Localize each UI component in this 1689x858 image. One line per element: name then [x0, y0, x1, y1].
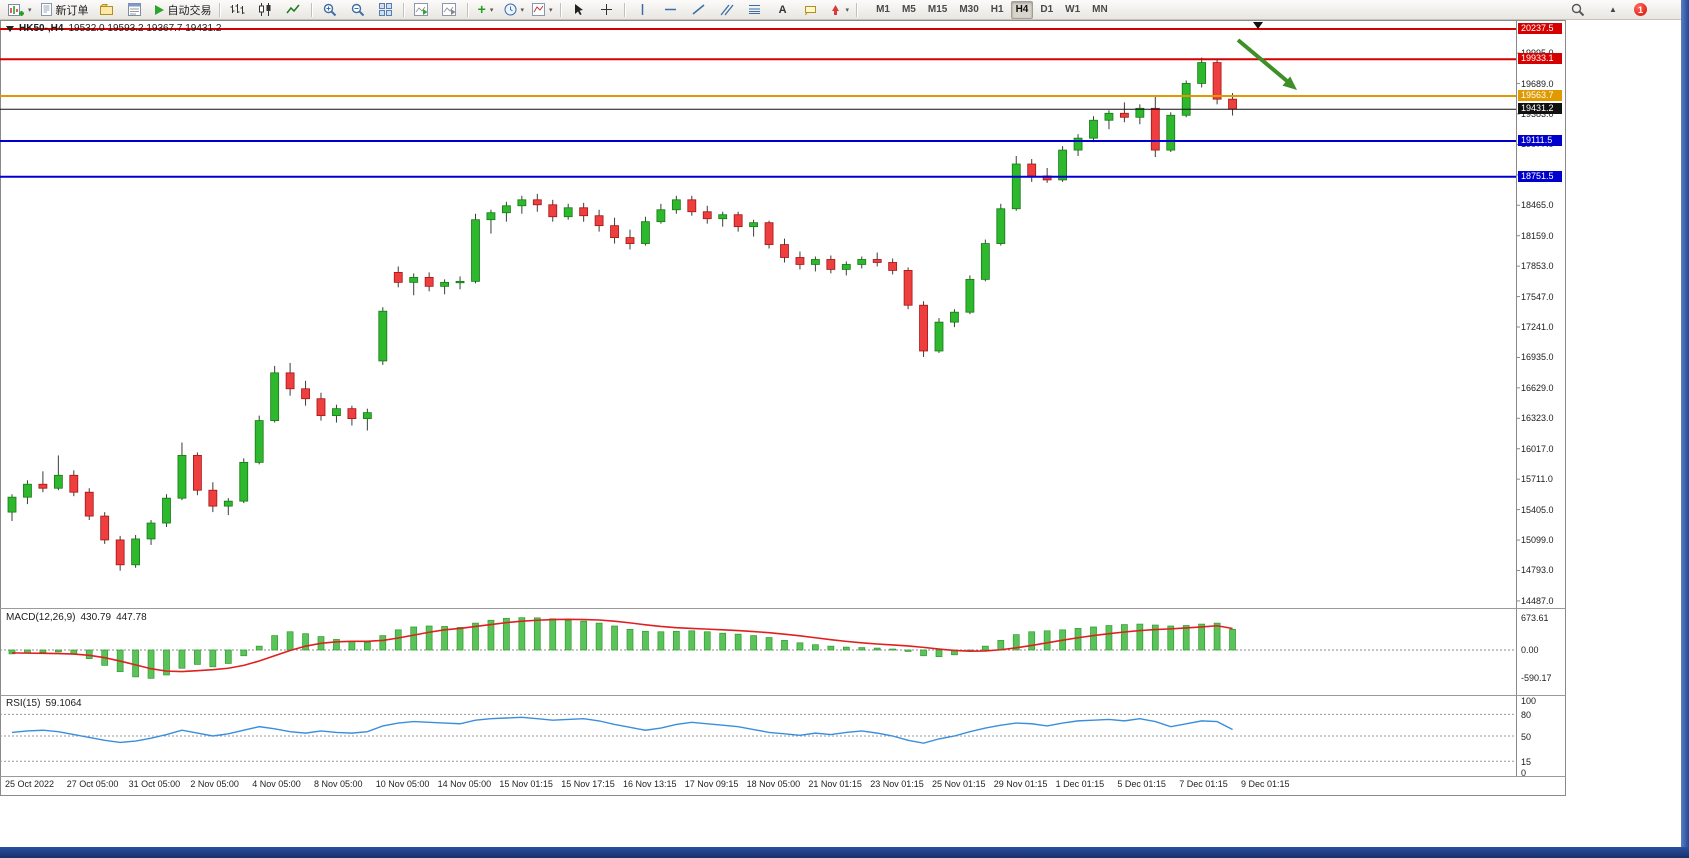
chart-symbol-period: HK50-,H4 [19, 23, 64, 34]
toolbar-left-group: ▾ 新订单 自动交易 + ▾ ▾ ▾ A ▾ [4, 0, 861, 19]
time-axis-label: 23 Nov 01:15 [870, 779, 924, 789]
window-right-border [1681, 0, 1689, 858]
dropdown-caret-icon: ▾ [28, 6, 32, 14]
indicators-icon[interactable]: + ▾ [477, 1, 494, 17]
time-axis[interactable]: 25 Oct 2022 27 Oct 05:00 31 Oct 05:00 2 Nov… [0, 779, 1516, 793]
timeframe-m5-button[interactable]: M5 [901, 4, 916, 15]
dropdown-caret-icon: ▾ [520, 6, 525, 14]
macd-main-value: 430.79 [80, 612, 112, 623]
time-axis-label: 5 Dec 01:15 [1117, 779, 1166, 789]
trend-arrow-head [1282, 76, 1297, 90]
text-icon[interactable]: A [778, 3, 787, 16]
timeframe-w1-button[interactable]: W1 [1065, 4, 1081, 15]
auto-trading-button[interactable]: 自动交易 [149, 0, 216, 19]
time-axis-label: 14 Nov 05:00 [437, 779, 492, 789]
toolbar-separator [623, 2, 626, 17]
fibonacci-icon[interactable] [741, 0, 769, 19]
time-axis-label: 4 Nov 05:00 [252, 779, 301, 789]
candlestick-chart-icon[interactable] [252, 0, 280, 19]
timeframe-d1-button[interactable]: D1 [1040, 4, 1054, 15]
dropdown-caret-icon: ▾ [549, 6, 553, 14]
rsi-header: RSI(15) 59.1064 [6, 698, 82, 709]
rsi-label: RSI(15) [6, 698, 41, 709]
time-axis-label: 25 Oct 2022 [5, 779, 55, 789]
macd-header: MACD(12,26,9) 430.79 447.78 [6, 612, 147, 623]
toolbar-separator [559, 2, 562, 17]
chart-title-bar: HK50-,H4 19532.0 19593.2 19367.7 19431.2 [6, 23, 221, 34]
dropdown-caret-icon: ▾ [489, 6, 494, 14]
profiles-icon[interactable] [93, 0, 121, 19]
chart-ohlc-values: 19532.0 19593.2 19367.7 19431.2 [68, 23, 222, 34]
time-axis-label: 9 Dec 01:15 [1241, 779, 1290, 789]
time-axis-label: 7 Dec 01:15 [1179, 779, 1228, 789]
line-chart-icon[interactable] [280, 0, 308, 19]
tile-windows-icon[interactable] [372, 0, 400, 19]
time-axis-label: 29 Nov 01:15 [993, 779, 1048, 789]
timeframe-m1-button[interactable]: M1 [876, 4, 890, 15]
toolbar-separator [466, 2, 469, 17]
timeframe-mn-button[interactable]: MN [1092, 4, 1108, 15]
text-label-icon[interactable] [797, 0, 825, 19]
timeframes-menu-icon[interactable]: ▾ [500, 0, 529, 19]
arrows-icon[interactable]: ▾ [825, 0, 854, 19]
market-watch-icon[interactable] [121, 0, 149, 19]
cursor-icon[interactable] [565, 0, 593, 19]
time-axis-label: 10 Nov 05:00 [375, 779, 430, 789]
timeframe-group: M1 M5 M15 M30 H1 H4 D1 W1 MN [871, 0, 1113, 19]
time-axis-label: 17 Nov 09:15 [684, 779, 739, 789]
time-axis-label: 16 Nov 13:15 [623, 779, 677, 789]
trendline-icon[interactable] [685, 0, 713, 19]
time-axis-label: 27 Oct 05:00 [66, 779, 119, 789]
horizontal-line-icon[interactable] [657, 0, 685, 19]
zoom-in-icon[interactable] [316, 0, 344, 19]
dropdown-caret-icon: ▾ [845, 6, 850, 14]
vertical-line-icon[interactable] [629, 0, 657, 19]
time-axis-label: 8 Nov 05:00 [314, 779, 363, 789]
timeframe-m30-button[interactable]: M30 [959, 4, 979, 15]
toolbar: ▾ 新订单 自动交易 + ▾ ▾ ▾ A ▾ M1 M5 M15 M30 H1 H4 D1 W1 MN ▲ 1 [0, 0, 1681, 20]
time-axis-label: 15 Nov 01:15 [499, 779, 553, 789]
notification-badge[interactable]: 1 [1634, 3, 1647, 16]
macd-signal-value: 447.78 [116, 612, 147, 623]
chart-shift-marker [1253, 22, 1263, 29]
auto-scroll-icon[interactable] [408, 0, 436, 19]
templates-icon[interactable]: ▾ [528, 0, 557, 19]
bar-chart-icon[interactable] [224, 0, 252, 19]
macd-label: MACD(12,26,9) [6, 612, 76, 623]
zoom-out-icon[interactable] [344, 0, 372, 19]
toolbar-separator [310, 2, 313, 17]
search-icon[interactable] [1564, 0, 1592, 19]
timeframe-m15-button[interactable]: M15 [927, 4, 948, 15]
timeframe-h1-button[interactable]: H1 [990, 4, 1004, 15]
crosshair-icon[interactable] [593, 0, 621, 19]
trend-arrow-annotation [1236, 38, 1289, 83]
time-axis-label: 18 Nov 05:00 [746, 779, 801, 789]
rsi-value: 59.1064 [45, 698, 82, 709]
collapse-toolbar-icon[interactable]: ▲ [1609, 5, 1617, 14]
equidistant-channel-icon[interactable] [713, 0, 741, 19]
time-axis-label: 31 Oct 05:00 [128, 779, 181, 789]
time-axis-label: 2 Nov 05:00 [190, 779, 239, 789]
time-axis-label: 1 Dec 01:15 [1055, 779, 1105, 789]
toolbar-right-group: ▲ 1 [1564, 0, 1677, 19]
toolbar-separator [218, 2, 221, 17]
timeframe-h4-button[interactable]: H4 [1010, 0, 1034, 19]
toolbar-separator [856, 2, 859, 17]
window-bottom-border [0, 847, 1689, 858]
chart-shift-icon[interactable] [436, 0, 464, 19]
new-chart-icon[interactable]: ▾ [4, 0, 36, 19]
toolbar-separator [402, 2, 405, 17]
new-order-button[interactable]: 新订单 [36, 0, 93, 19]
time-axis-label: 25 Nov 01:15 [932, 779, 986, 789]
time-axis-label: 15 Nov 17:15 [561, 779, 615, 789]
ohlc-collapse-icon[interactable] [6, 25, 14, 32]
time-axis-label: 21 Nov 01:15 [808, 779, 862, 789]
